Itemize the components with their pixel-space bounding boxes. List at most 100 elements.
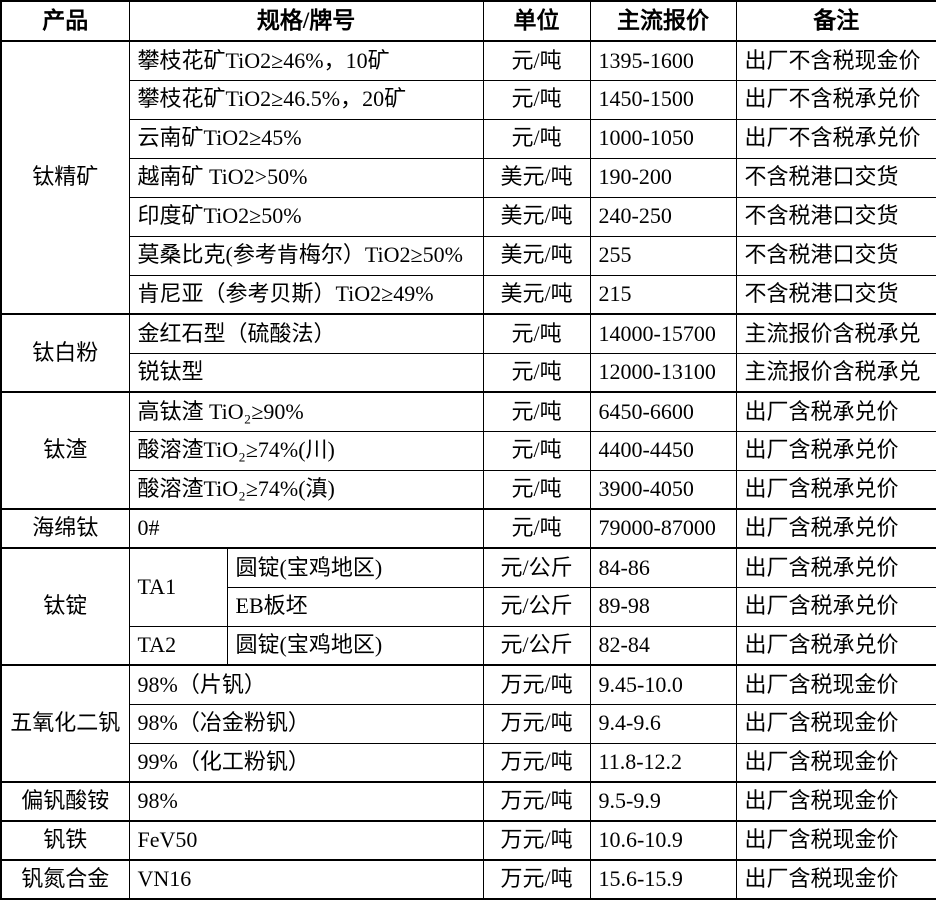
unit-cell: 元/吨 — [482, 118, 591, 159]
spec-cell: 金红石型（硫酸法） — [128, 313, 484, 354]
spec-cell: 酸溶渣TiO₂≥74%(川) — [128, 430, 484, 471]
spec-cell: 肯尼亚（参考贝斯）TiO2≥49% — [128, 274, 484, 315]
price-cell: 1450-1500 — [589, 79, 737, 120]
price-cell: 12000-13100 — [589, 352, 737, 393]
unit-cell: 万元/吨 — [482, 664, 591, 705]
unit-cell: 万元/吨 — [482, 859, 591, 900]
price-cell: 15.6-15.9 — [589, 859, 737, 900]
table-row: 钛白粉 金红石型（硫酸法） 元/吨 14000-15700 主流报价含税承兑 — [0, 313, 936, 393]
price-cell: 9.4-9.6 — [589, 703, 737, 744]
product-cell: 海绵钛 — [0, 508, 130, 549]
table-row: 莫桑比克(参考肯梅尔）TiO2≥50% 美元/吨 255 不含税港口交货 — [1, 235, 936, 276]
unit-cell: 美元/吨 — [482, 157, 591, 198]
product-cell: 五氧化二钒 — [0, 664, 130, 783]
product-cell: 偏钒酸铵 — [0, 781, 130, 822]
unit-cell: 万元/吨 — [482, 703, 591, 744]
note-cell: 主流报价含税承兑 — [735, 352, 936, 393]
note-cell: 出厂含税承兑价 — [735, 430, 936, 471]
grade-cell: TA2 — [128, 625, 228, 666]
price-cell: 215 — [589, 274, 737, 315]
spec-cell: 云南矿TiO2≥45% — [128, 118, 484, 159]
spec-cell: 印度矿TiO2≥50% — [128, 196, 484, 237]
price-cell: 4400-4450 — [589, 430, 737, 471]
product-cell: 钛精矿 — [0, 40, 130, 315]
spec-cell: 攀枝花矿TiO2≥46%，10矿 — [128, 40, 484, 81]
unit-cell: 万元/吨 — [482, 781, 591, 822]
table-row: 酸溶渣TiO₂≥74%(滇) 元/吨 3900-4050 出厂含税承兑价 — [1, 469, 936, 510]
note-cell: 出厂含税现金价 — [735, 703, 936, 744]
unit-cell: 元/公斤 — [482, 625, 591, 666]
unit-cell: 元/吨 — [482, 313, 591, 354]
price-cell: 9.45-10.0 — [589, 664, 737, 705]
spec-cell: EB板坯 — [226, 586, 484, 627]
price-cell: 84-86 — [589, 547, 737, 588]
unit-cell: 元/公斤 — [482, 586, 591, 627]
note-cell: 出厂不含税承兑价 — [735, 79, 936, 120]
table-row: TA2 圆锭(宝鸡地区) 元/公斤 82-84 出厂含税承兑价 — [1, 625, 936, 666]
note-cell: 出厂含税承兑价 — [735, 391, 936, 432]
table-row: 印度矿TiO2≥50% 美元/吨 240-250 不含税港口交货 — [1, 196, 936, 237]
table-row: 钒铁 FeV50 万元/吨 10.6-10.9 出厂含税现金价 — [0, 820, 936, 861]
spec-cell: 酸溶渣TiO₂≥74%(滇) — [128, 469, 484, 510]
spec-cell: 越南矿 TiO2>50% — [128, 157, 484, 198]
note-cell: 出厂含税现金价 — [735, 781, 936, 822]
table-row: 钒氮合金 VN16 万元/吨 15.6-15.9 出厂含税现金价 — [0, 859, 936, 900]
unit-cell: 元/吨 — [482, 391, 591, 432]
table-row: 越南矿 TiO2>50% 美元/吨 190-200 不含税港口交货 — [1, 157, 936, 198]
unit-cell: 美元/吨 — [482, 274, 591, 315]
note-cell: 出厂含税承兑价 — [735, 547, 936, 588]
header-row: 产品 规格/牌号 单位 主流报价 备注 — [0, 0, 936, 42]
table-row: 钛锭 TA1 圆锭(宝鸡地区) 元/公斤 84-86 出厂含税承兑价 — [0, 547, 936, 666]
table-row: 酸溶渣TiO₂≥74%(川) 元/吨 4400-4450 出厂含税承兑价 — [1, 430, 936, 471]
note-cell: 出厂不含税现金价 — [735, 40, 936, 81]
product-cell: 钛白粉 — [0, 313, 130, 393]
spec-cell: VN16 — [128, 859, 484, 900]
note-cell: 出厂不含税承兑价 — [735, 118, 936, 159]
price-cell: 82-84 — [589, 625, 737, 666]
note-cell: 出厂含税现金价 — [735, 859, 936, 900]
table-row: 98%（冶金粉钒） 万元/吨 9.4-9.6 出厂含税现金价 — [1, 703, 936, 744]
product-cell: 钒铁 — [0, 820, 130, 861]
table-row: 偏钒酸铵 98% 万元/吨 9.5-9.9 出厂含税现金价 — [0, 781, 936, 822]
spec-cell: 高钛渣 TiO₂≥90% — [128, 391, 484, 432]
header-note: 备注 — [735, 0, 936, 42]
note-cell: 出厂含税承兑价 — [735, 625, 936, 666]
table-row: 五氧化二钒 98%（片钒） 万元/吨 9.45-10.0 出厂含税现金价 — [0, 664, 936, 783]
table-row: 肯尼亚（参考贝斯）TiO2≥49% 美元/吨 215 不含税港口交货 — [1, 274, 936, 315]
table-row: EB板坯 元/公斤 89-98 出厂含税承兑价 — [1, 586, 936, 627]
price-cell: 1395-1600 — [589, 40, 737, 81]
header-unit: 单位 — [482, 0, 591, 42]
note-cell: 出厂含税现金价 — [735, 742, 936, 783]
price-cell: 9.5-9.9 — [589, 781, 737, 822]
unit-cell: 美元/吨 — [482, 196, 591, 237]
spec-cell: FeV50 — [128, 820, 484, 861]
table-row: 钛精矿 攀枝花矿TiO2≥46%，10矿 元/吨 1395-1600 出厂不含税… — [0, 40, 936, 315]
product-cell: 钛渣 — [0, 391, 130, 510]
unit-cell: 万元/吨 — [482, 742, 591, 783]
price-cell: 255 — [589, 235, 737, 276]
note-cell: 出厂含税承兑价 — [735, 469, 936, 510]
table-row: 锐钛型 元/吨 12000-13100 主流报价含税承兑 — [1, 352, 936, 393]
table-row: 攀枝花矿TiO2≥46.5%，20矿 元/吨 1450-1500 出厂不含税承兑… — [1, 79, 936, 120]
spec-cell: 圆锭(宝鸡地区) — [226, 547, 484, 588]
note-cell: 主流报价含税承兑 — [735, 313, 936, 354]
product-cell: 钒氮合金 — [0, 859, 130, 900]
price-cell: 3900-4050 — [589, 469, 737, 510]
spec-cell: 98%（冶金粉钒） — [128, 703, 484, 744]
price-cell: 79000-87000 — [589, 508, 737, 549]
unit-cell: 元/吨 — [482, 430, 591, 471]
header-product: 产品 — [0, 0, 130, 42]
price-cell: 1000-1050 — [589, 118, 737, 159]
product-cell: 钛锭 — [0, 547, 130, 666]
unit-cell: 美元/吨 — [482, 235, 591, 276]
table-row: 99%（化工粉钒） 万元/吨 11.8-12.2 出厂含税现金价 — [1, 742, 936, 783]
price-cell: 6450-6600 — [589, 391, 737, 432]
unit-cell: 元/吨 — [482, 352, 591, 393]
header-price: 主流报价 — [589, 0, 737, 42]
spec-cell: 攀枝花矿TiO2≥46.5%，20矿 — [128, 79, 484, 120]
spec-cell: 99%（化工粉钒） — [128, 742, 484, 783]
spec-cell: 98%（片钒） — [128, 664, 484, 705]
note-cell: 不含税港口交货 — [735, 274, 936, 315]
table-row: 海绵钛 0# 元/吨 79000-87000 出厂含税承兑价 — [0, 508, 936, 549]
